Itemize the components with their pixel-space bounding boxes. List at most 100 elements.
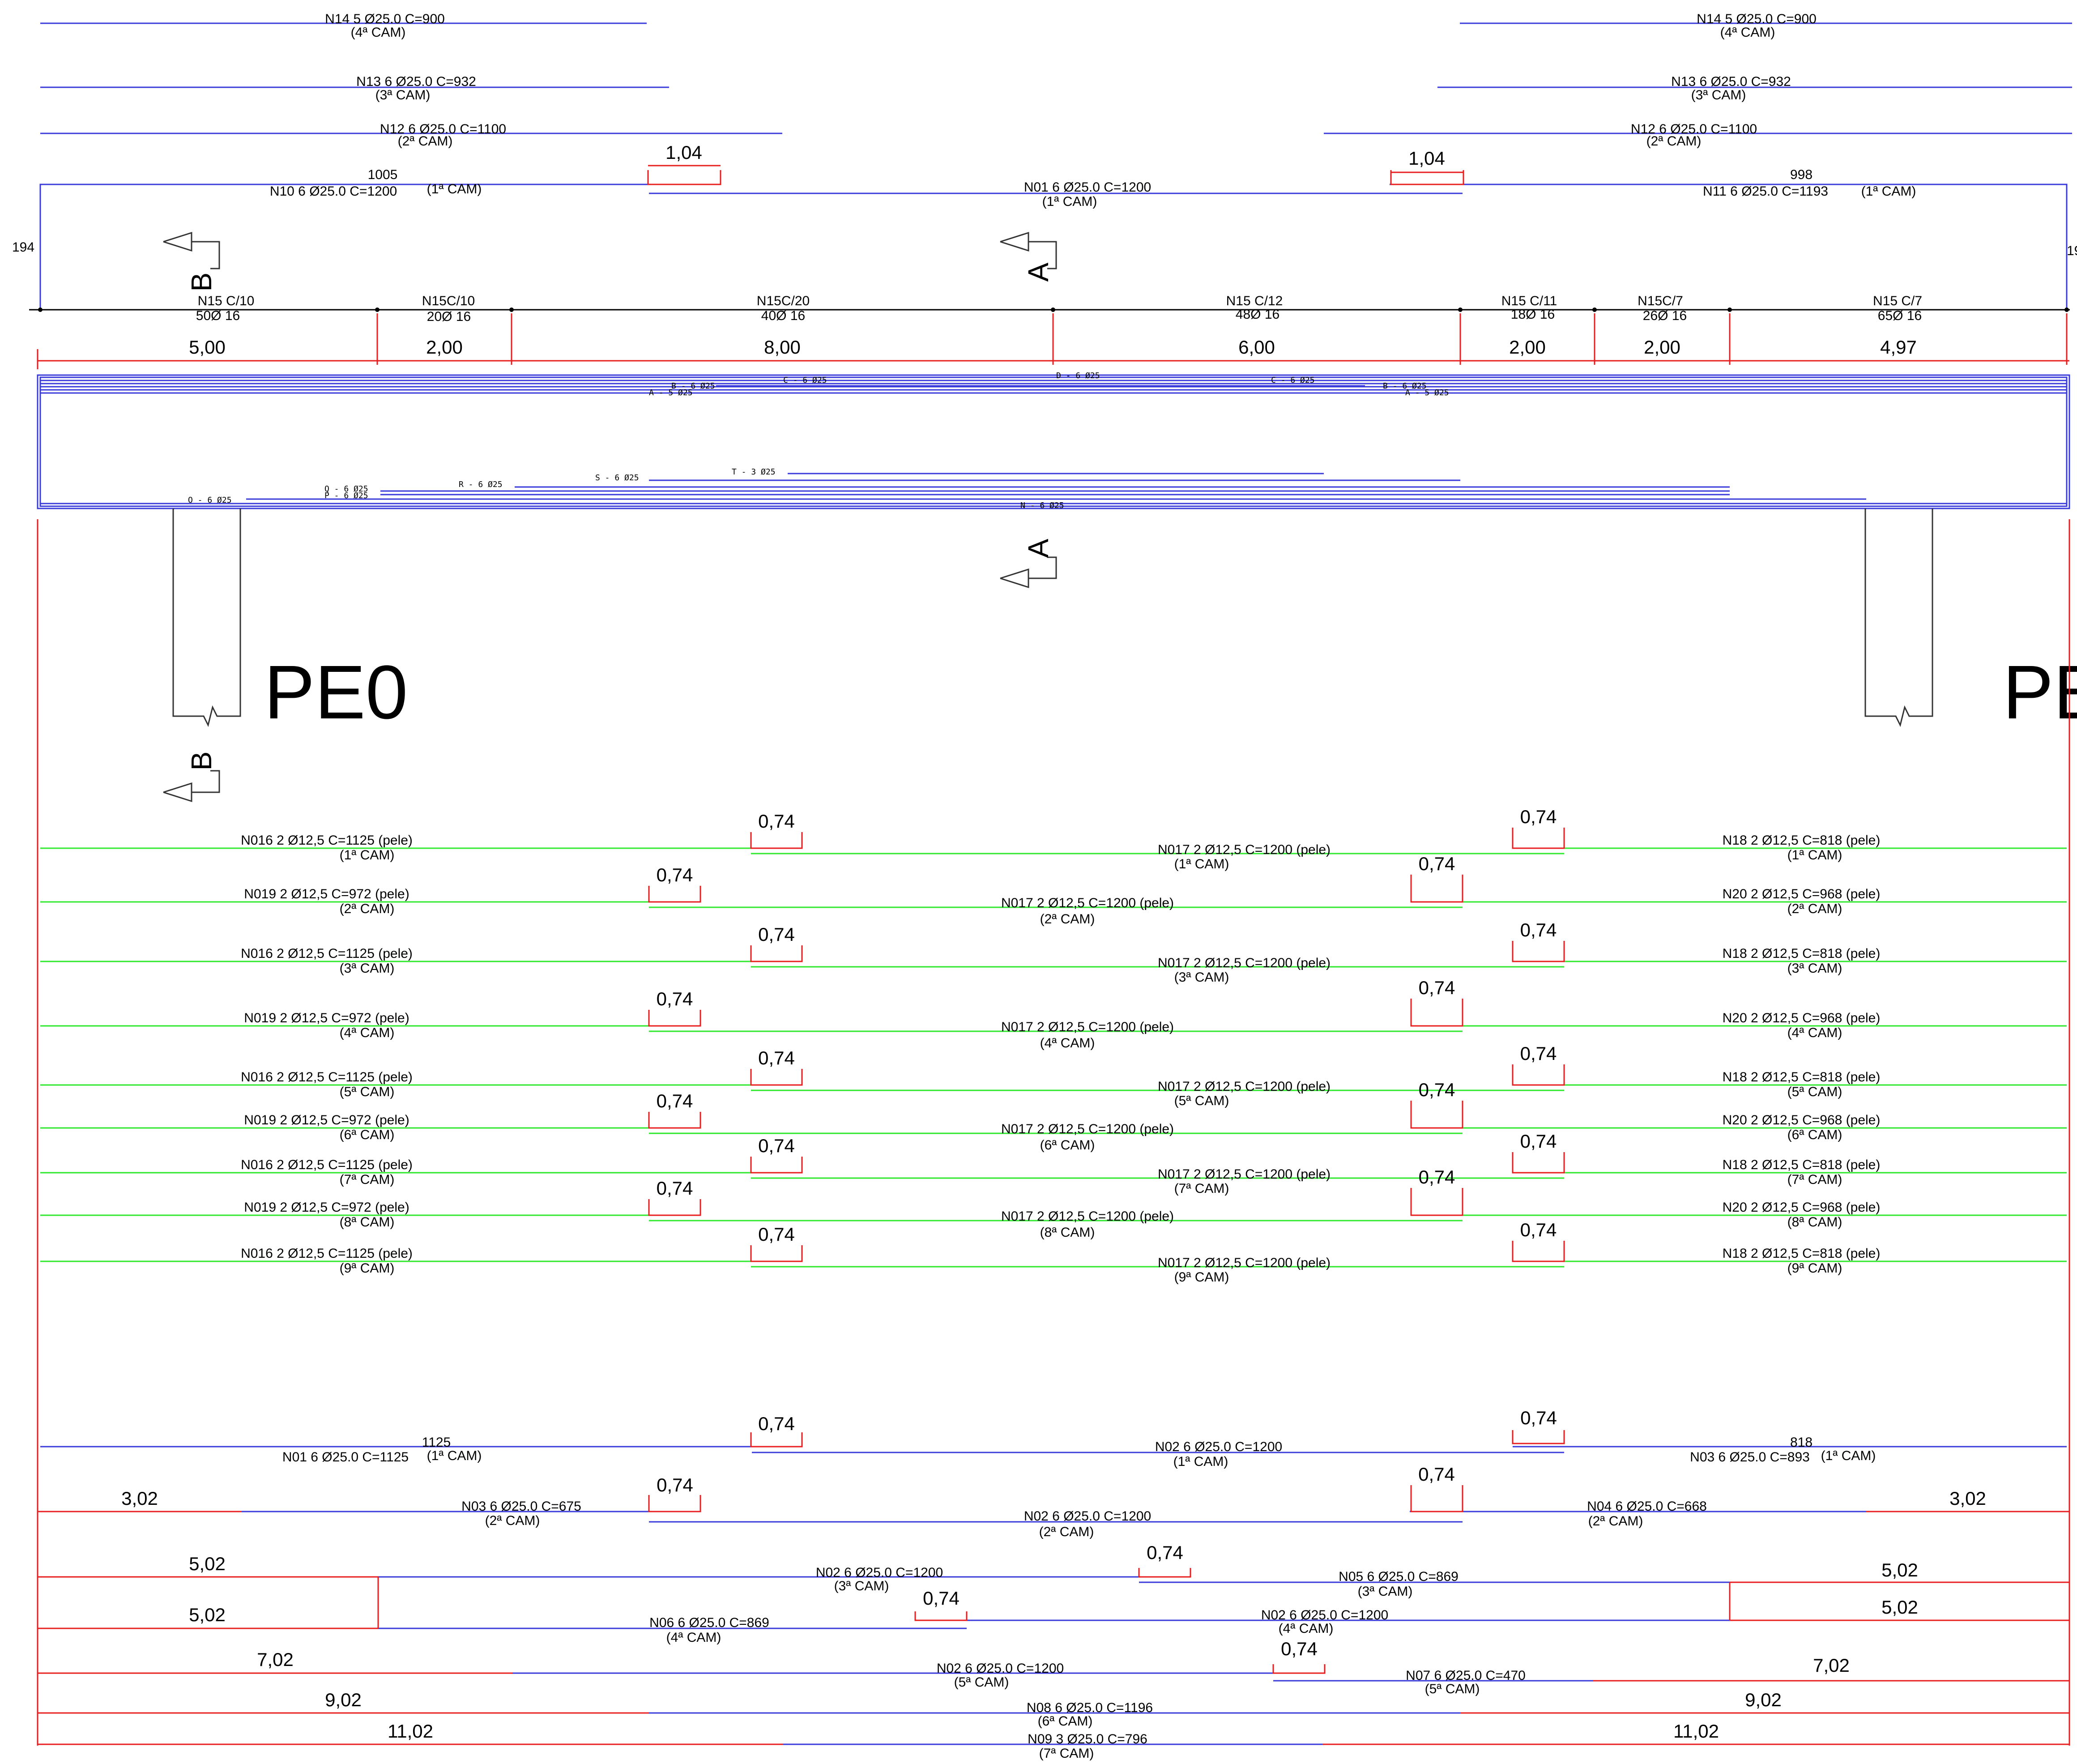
bar-tag: O - 6 Ø25 (188, 495, 232, 505)
bar-tag: T - 3 Ø25 (732, 467, 776, 477)
skin-bar-layer: (6ª CAM) (340, 1128, 395, 1142)
section-b-leader-top (192, 241, 220, 269)
skin-bar-layer: (3ª CAM) (1787, 961, 1842, 976)
skin-bar-label: N019 2 Ø12,5 C=972 (pele) (244, 887, 409, 901)
stirrup-count: 20Ø 16 (427, 309, 471, 324)
anchorage-length: 3,02 (121, 1488, 158, 1509)
bar-label: N02 6 Ø25.0 C=1200 (1261, 1608, 1388, 1623)
span-length: 2,00 (426, 337, 463, 358)
top-bar-labels: N14 5 Ø25.0 C=900 (4ª CAM) N13 6 Ø25.0 C… (270, 12, 1916, 209)
bar-tag: P - 6 Ø25 (324, 491, 368, 500)
bar-label: N08 6 Ø25.0 C=1196 (1027, 1700, 1153, 1715)
stirrup-tick (1458, 308, 1463, 312)
stirrup-label: N15 C/11 (1501, 294, 1557, 308)
skin-bar-label: N017 2 Ø12,5 C=1200 (pele) (1158, 842, 1331, 857)
skin-bar-layer: (1ª CAM) (1787, 848, 1842, 863)
support-pe0-column (172, 508, 241, 727)
skin-bar-layer: (9ª CAM) (1174, 1270, 1229, 1285)
bar-length: 1125 (422, 1435, 451, 1450)
lap-length: 0,74 (758, 924, 795, 945)
skin-bar-label: N18 2 Ø12,5 C=818 (pele) (1723, 1157, 1881, 1172)
bar-label: N03 6 Ø25.0 C=893 (1690, 1450, 1810, 1465)
skin-bar-label: N20 2 Ø12,5 C=968 (pele) (1723, 887, 1881, 901)
bar-tag: B - 6 Ø25 (1383, 381, 1427, 391)
stirrup-count: 40Ø 16 (761, 308, 805, 323)
bar-layer: (5ª CAM) (954, 1675, 1009, 1690)
skin-bar-label: N019 2 Ø12,5 C=972 (pele) (244, 1011, 409, 1025)
section-a-label: A (1022, 262, 1054, 282)
anchorage-length: 7,02 (1813, 1655, 1850, 1676)
bar-layer: (3ª CAM) (375, 88, 431, 103)
bar-tag: N - 6 Ø25 (1020, 501, 1064, 510)
span-dimension-labels: 5,00 2,00 8,00 6,00 2,00 2,00 4,97 (189, 337, 1917, 358)
bar-label: N02 6 Ø25.0 C=1200 (1024, 1509, 1151, 1524)
lap-mark (1410, 1485, 1463, 1512)
lap-length: 0,74 (1520, 1407, 1557, 1428)
bar-layer: (3ª CAM) (1691, 88, 1746, 103)
bar-layer: (3ª CAM) (1358, 1584, 1413, 1599)
bar-layer: (1ª CAM) (1821, 1448, 1876, 1463)
lap-mark (648, 1199, 701, 1216)
skin-bar-label: N18 2 Ø12,5 C=818 (pele) (1723, 1246, 1881, 1261)
beam-elevation (37, 374, 2070, 509)
stirrup-label: N15C/10 (422, 294, 475, 308)
skin-bar-layer: (6ª CAM) (1040, 1138, 1095, 1153)
bar-label: N02 6 Ø25.0 C=1200 (816, 1565, 943, 1580)
lap-length: 0,74 (1520, 806, 1557, 827)
anchorage-length: 9,02 (325, 1689, 362, 1710)
stirrup-count: 18Ø 16 (1511, 307, 1555, 322)
skin-bar-label: N019 2 Ø12,5 C=972 (pele) (244, 1113, 409, 1128)
skin-bar-label: N20 2 Ø12,5 C=968 (pele) (1723, 1113, 1881, 1128)
stirrup-label: N15 C/12 (1226, 294, 1283, 308)
lap-length: 0,74 (1419, 977, 1455, 998)
section-b-leader-bottom (192, 770, 220, 793)
span-length: 2,00 (1644, 337, 1680, 358)
lap-length: 1,04 (1408, 148, 1445, 169)
skin-bar-layer: (7ª CAM) (340, 1172, 395, 1187)
section-markers (163, 231, 1057, 803)
lap-mark (750, 1157, 803, 1174)
section-b-label-bottom: B (185, 752, 218, 771)
anchorage-length: 11,02 (1673, 1721, 1719, 1742)
skin-bar-label: N18 2 Ø12,5 C=818 (pele) (1723, 946, 1881, 961)
top-lap-marks (647, 165, 1464, 185)
skin-bar-layer: (8ª CAM) (1787, 1215, 1842, 1230)
lap-mark (1410, 1101, 1463, 1129)
bar-length: 818 (1790, 1435, 1813, 1450)
bar-layer: (4ª CAM) (351, 25, 406, 40)
bar-layer: (1ª CAM) (427, 182, 482, 196)
anchorage-dimension-labels: 3,02 3,02 5,02 5,02 5,02 5,02 7,02 7,02 … (121, 1488, 1986, 1742)
lap-mark (1512, 1430, 1565, 1444)
lap-mark (1410, 875, 1463, 903)
lap-length: 0,74 (1419, 1166, 1455, 1187)
stirrup-label: N15 C/10 (198, 294, 255, 308)
stirrup-tick (509, 308, 514, 312)
anchorage-length: 11,02 (388, 1721, 433, 1742)
section-a-leader-top (1028, 241, 1057, 269)
section-a-arrow-bottom (1000, 568, 1029, 589)
lap-length: 0,74 (1418, 1464, 1455, 1485)
skin-bar-layer: (9ª CAM) (340, 1261, 395, 1276)
bar-tag: C - 6 Ø25 (1271, 376, 1315, 385)
bar-tag: S - 6 Ø25 (595, 473, 639, 483)
bar-layer: (1ª CAM) (1861, 184, 1916, 199)
lap-mark (750, 945, 803, 962)
bar-label: N07 6 Ø25.0 C=470 (1406, 1668, 1526, 1683)
bar-layer: (4ª CAM) (1720, 25, 1775, 40)
skin-bar-layer: (2ª CAM) (340, 901, 395, 916)
bar-label: N06 6 Ø25.0 C=869 (649, 1615, 769, 1630)
lap-mark (648, 886, 701, 903)
lap-mark (1512, 1064, 1565, 1086)
anchorage-length: 7,02 (257, 1649, 294, 1670)
bar-layer: (2ª CAM) (1039, 1525, 1094, 1539)
lap-length: 0,74 (1419, 1079, 1455, 1100)
lap-length: 0,74 (657, 864, 693, 885)
skin-bar-label: N017 2 Ø12,5 C=1200 (pele) (1158, 1167, 1331, 1182)
skin-bar-layer: (8ª CAM) (340, 1215, 395, 1230)
lap-length: 0,74 (1147, 1542, 1183, 1563)
bar-label: N10 6 Ø25.0 C=1200 (270, 184, 397, 199)
skin-bar-layer: (4ª CAM) (1787, 1025, 1842, 1040)
stirrup-tick (1051, 308, 1055, 312)
stirrup-tick (38, 308, 43, 312)
lap-length: 0,74 (1281, 1638, 1318, 1659)
